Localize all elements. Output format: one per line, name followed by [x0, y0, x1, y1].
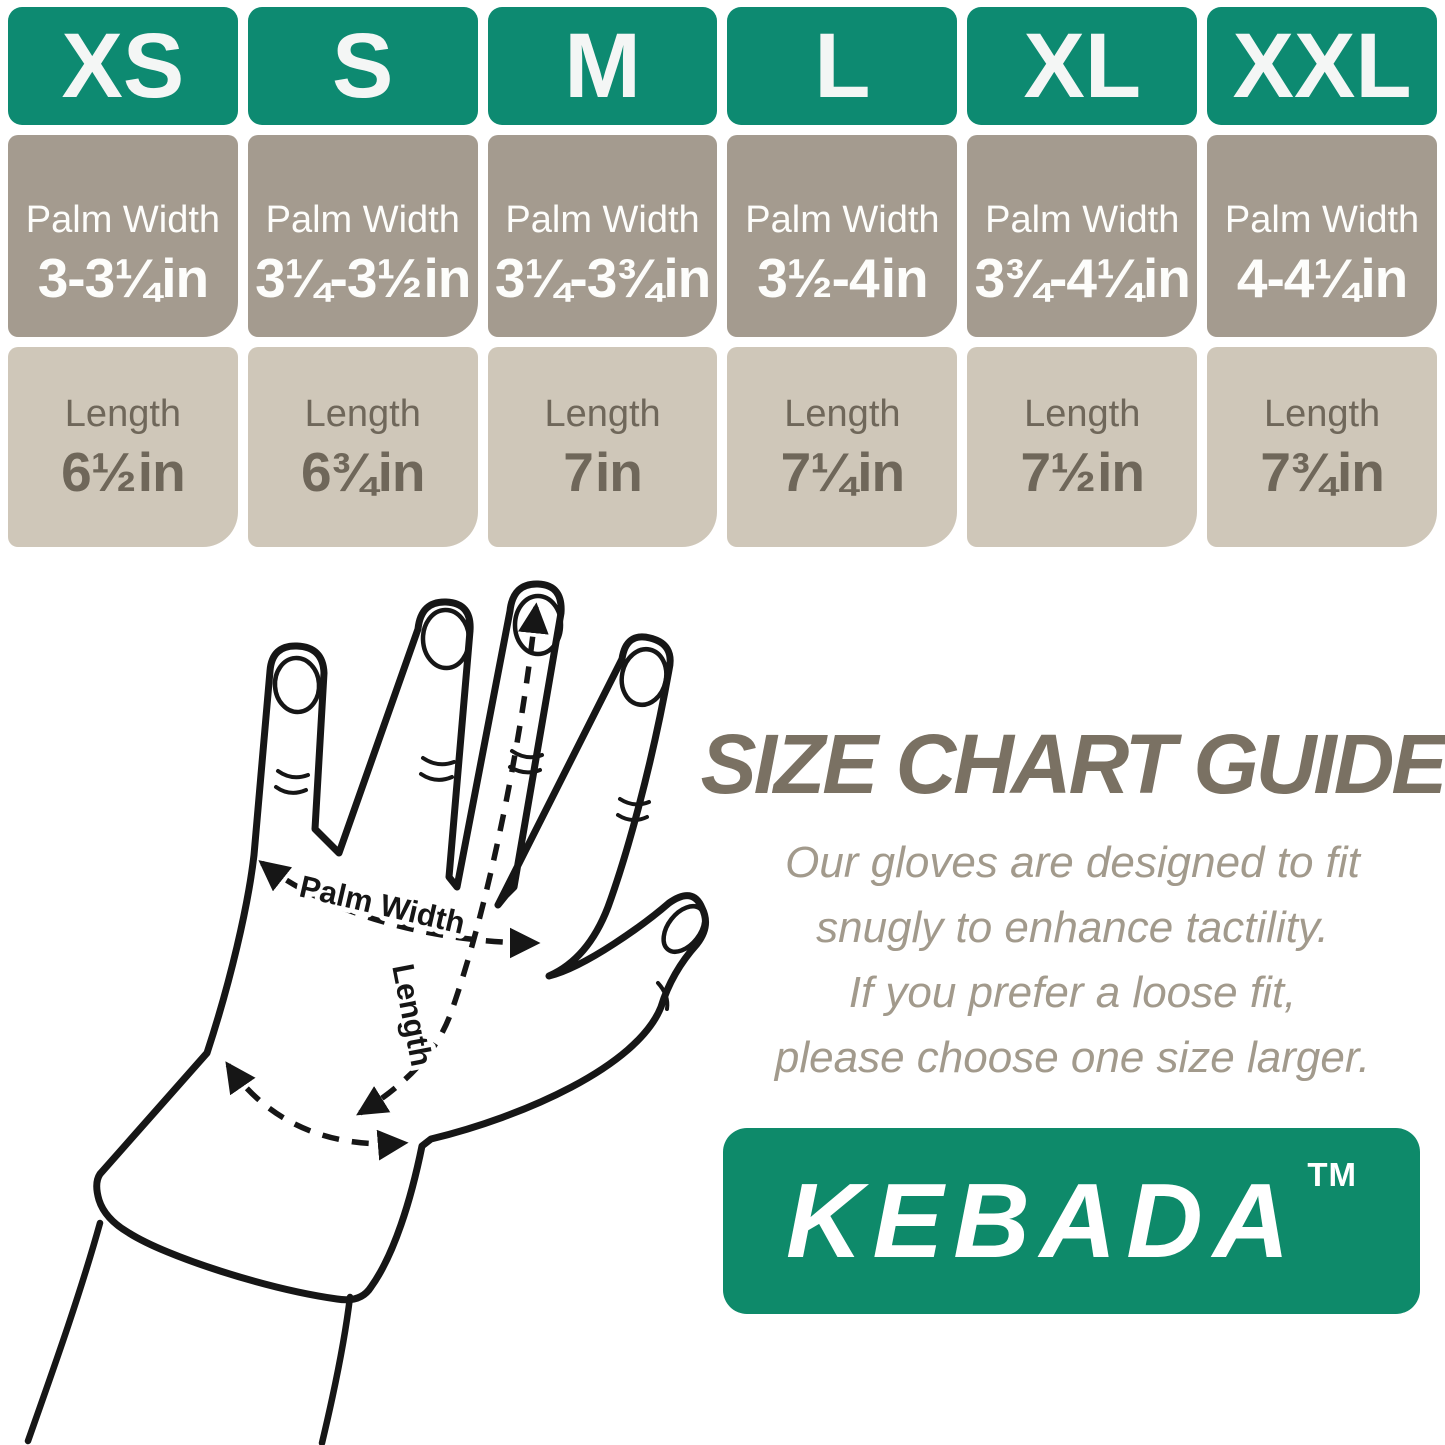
size-header-xs: XS [8, 7, 238, 125]
forearm-left-line [24, 1219, 104, 1445]
length-value: 7¾ in [1260, 441, 1385, 503]
thumb-fingernail [661, 904, 707, 954]
length-cell-s: Length 6¾ in [247, 347, 478, 547]
length-measure-line [356, 602, 549, 1116]
length-value: 7¼ in [780, 441, 906, 503]
guide-title: SIZE CHART GUIDE [700, 717, 1445, 811]
palm-width-value: 3¾-4¼ in [974, 247, 1191, 309]
palm-width-label: Palm Width [25, 199, 221, 241]
hand-outline [93, 580, 710, 1304]
brand-logo: KEBADA TM [723, 1128, 1420, 1314]
length-value: 6½ in [61, 441, 186, 503]
length-label: Length [784, 393, 901, 435]
length-value: 7 in [563, 441, 643, 503]
palm-width-label: Palm Width [1224, 199, 1420, 241]
palm-width-label: Palm Width [985, 199, 1180, 241]
palm-width-label: Palm Width [745, 199, 940, 241]
length-value: 6¾ in [300, 441, 426, 503]
palm-width-cell-s: Palm Width 3¼-3½ in [247, 135, 478, 337]
palm-width-value: 3½-4 in [757, 247, 928, 309]
palm-width-cell-xxl: Palm Width 4-4¼ in [1207, 135, 1437, 337]
palm-width-label: Palm Width [505, 199, 700, 241]
wrist-measure-line [225, 1061, 409, 1161]
length-value: 7½ in [1020, 441, 1145, 503]
palm-width-value: 3¼-3½ in [255, 247, 471, 309]
size-table: XS S M L XL XXL Palm Width 3-3¼ in Palm … [8, 7, 1437, 547]
size-header-xl: XL [967, 7, 1198, 125]
guide-line: Our gloves are designed to fit [785, 838, 1360, 887]
hand-measurement-diagram: Palm Width Length [0, 555, 730, 1445]
length-label: Length [1024, 393, 1141, 435]
brand-name: KEBADA [785, 1162, 1300, 1280]
length-label: Length [544, 393, 661, 435]
palm-width-value: 4-4¼ in [1236, 247, 1408, 309]
palm-width-value: 3¼-3¾ in [494, 247, 711, 309]
pinky-fingernail [272, 655, 322, 715]
palm-width-cell-xl: Palm Width 3¾-4¼ in [967, 135, 1198, 337]
length-label: Length [1263, 393, 1381, 435]
length-cell-l: Length 7¼ in [727, 347, 958, 547]
size-header-xxl: XXL [1207, 7, 1437, 125]
index-fingernail [619, 646, 669, 708]
size-header-l: L [727, 7, 958, 125]
length-cell-xs: Length 6½ in [8, 347, 238, 547]
palm-width-cell-l: Palm Width 3½-4 in [727, 135, 958, 337]
length-cell-xxl: Length 7¾ in [1207, 347, 1437, 547]
palm-width-cell-xs: Palm Width 3-3¼ in [8, 135, 238, 337]
guide-line: If you prefer a loose fit, [848, 968, 1297, 1017]
palm-width-measure-line [258, 860, 541, 959]
palm-width-value: 3-3¼ in [37, 247, 209, 309]
size-header-m: M [487, 7, 718, 125]
length-label: Length [64, 393, 182, 435]
length-cell-xl: Length 7½ in [967, 347, 1198, 547]
guide-line: please choose one size larger. [774, 1033, 1371, 1082]
length-cell-m: Length 7 in [487, 347, 718, 547]
length-label: Length [304, 393, 421, 435]
palm-width-label: Palm Width [265, 199, 460, 241]
guide-line: snugly to enhance tactility. [816, 903, 1329, 952]
trademark-symbol: TM [1307, 1156, 1358, 1193]
guide-body: Our gloves are designed to fit snugly to… [700, 830, 1445, 1090]
forearm-right-line [318, 1293, 354, 1445]
palm-width-cell-m: Palm Width 3¼-3¾ in [487, 135, 718, 337]
size-header-s: S [247, 7, 478, 125]
